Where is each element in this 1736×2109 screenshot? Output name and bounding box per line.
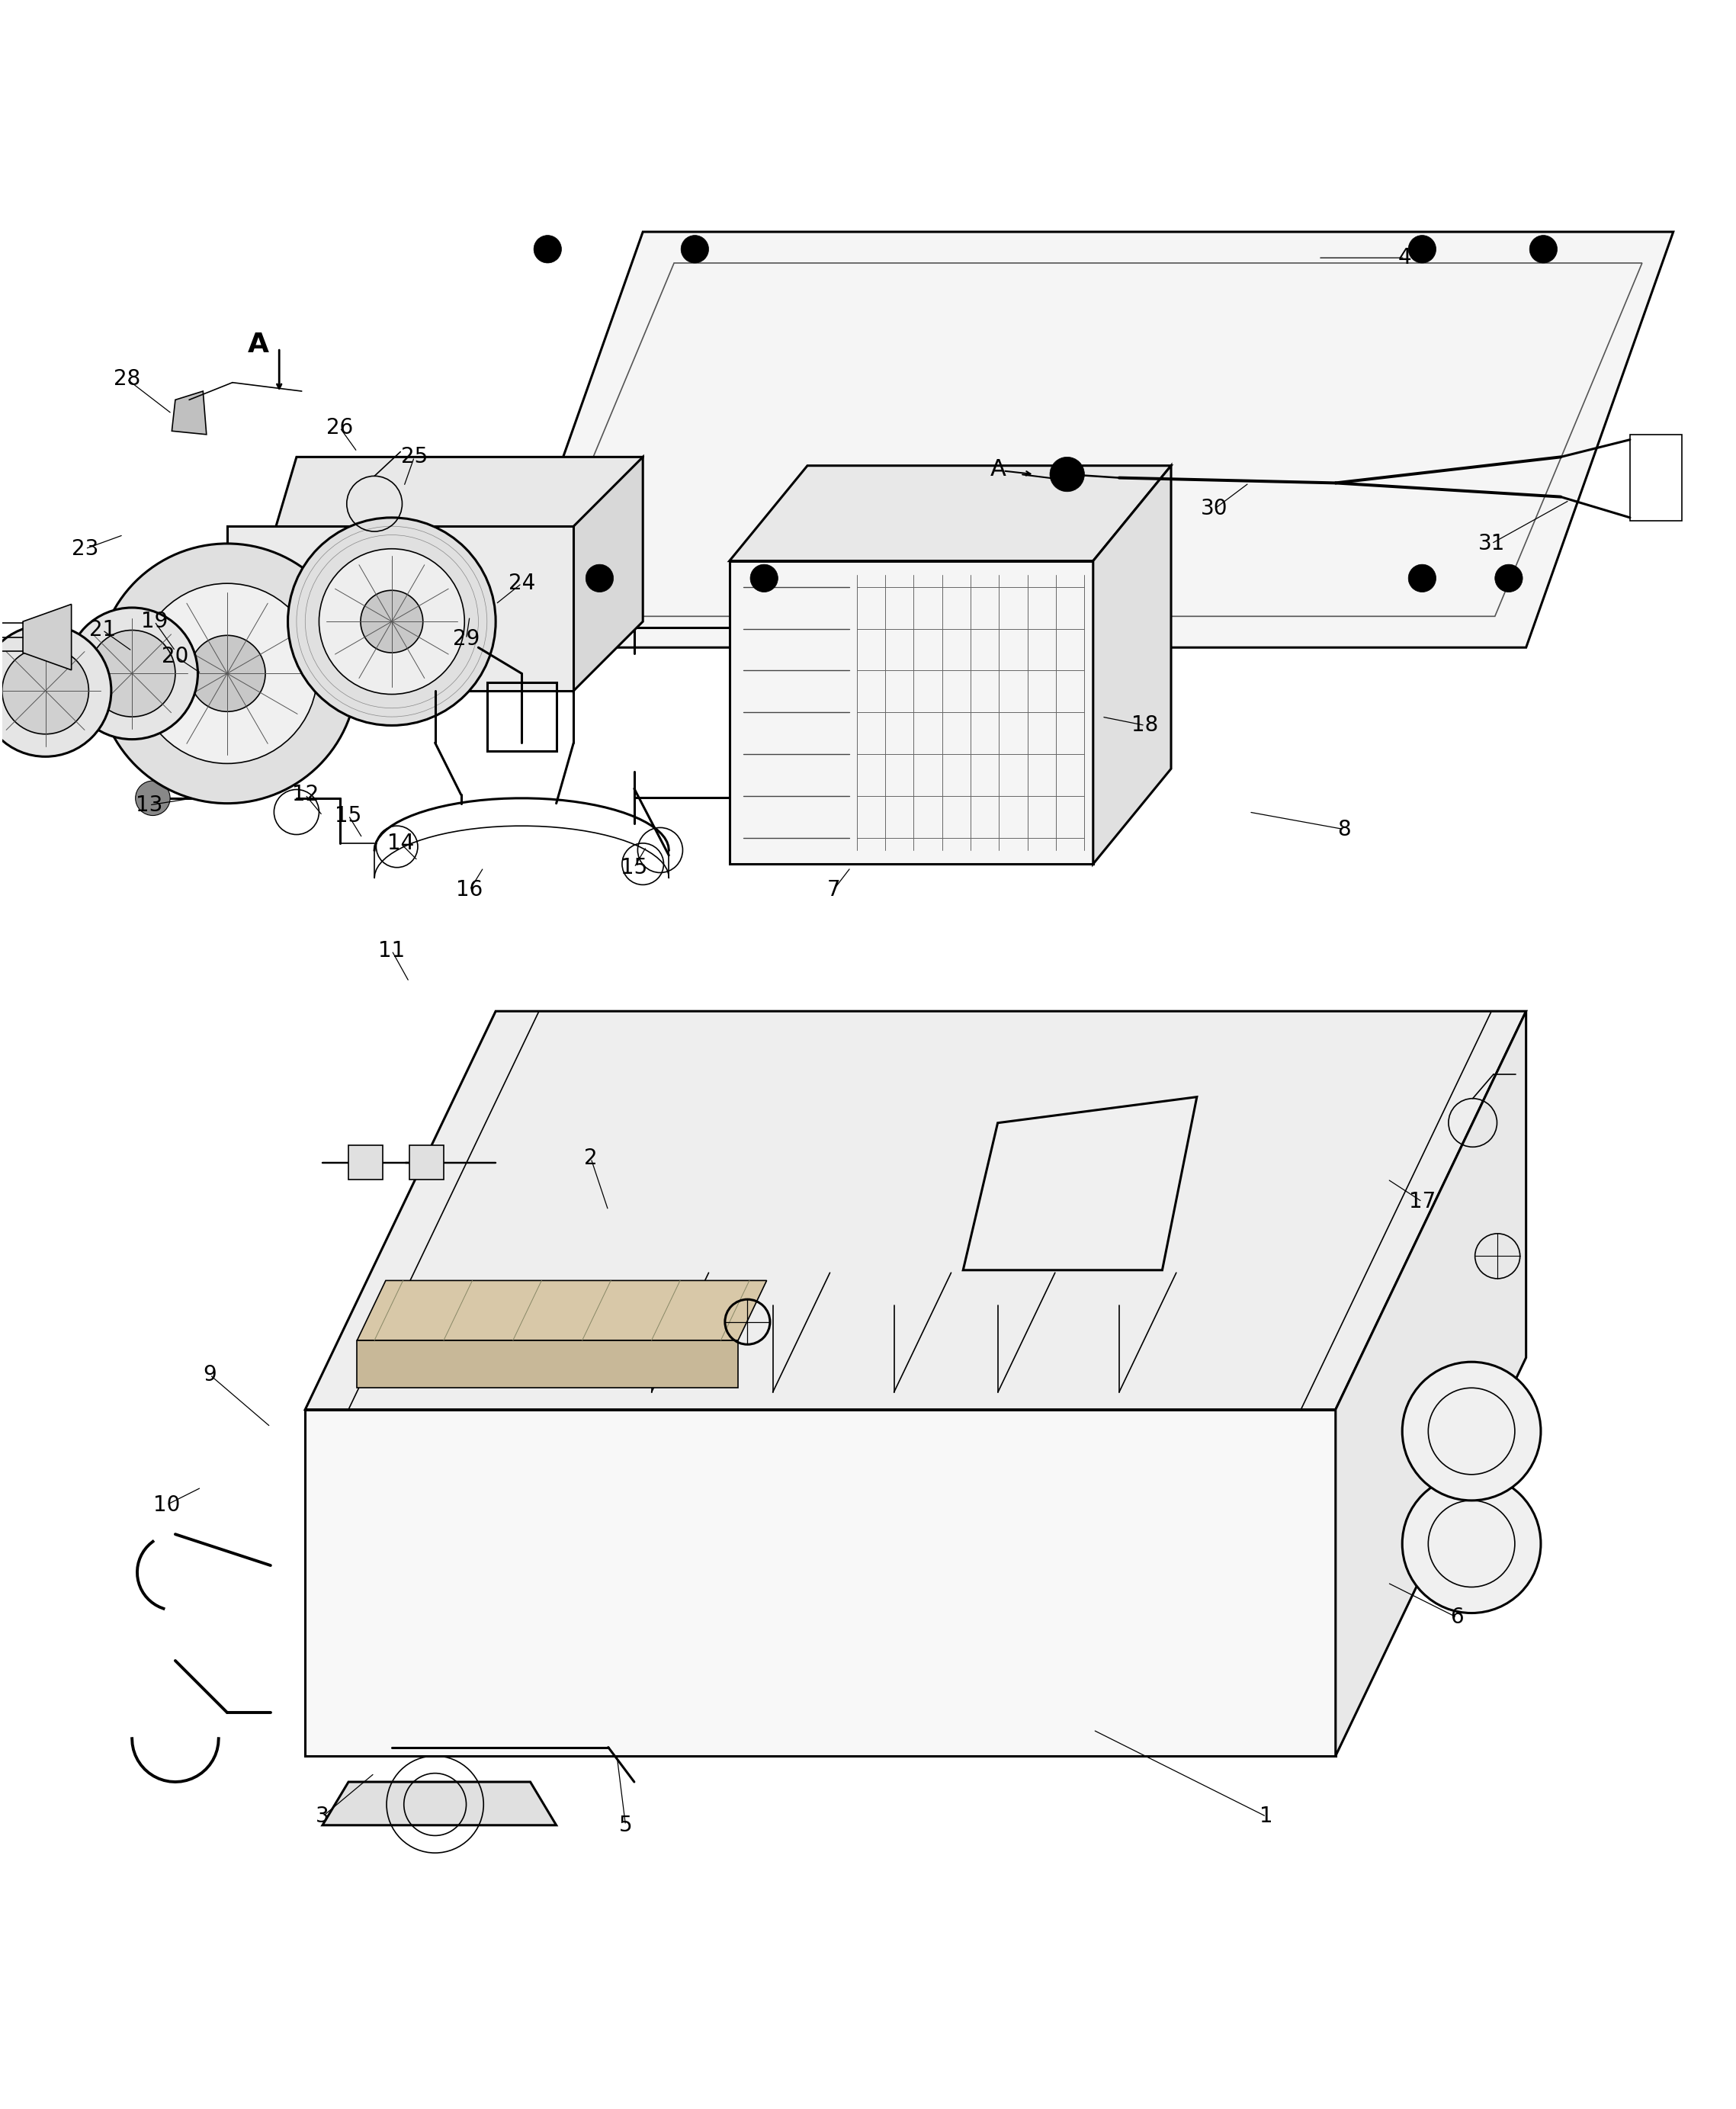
Text: 11: 11: [378, 941, 404, 962]
Text: A: A: [990, 458, 1005, 481]
Text: 23: 23: [71, 538, 99, 559]
Text: 24: 24: [509, 574, 535, 595]
Circle shape: [135, 780, 170, 816]
Text: 3: 3: [316, 1805, 330, 1826]
Polygon shape: [23, 603, 71, 671]
Circle shape: [2, 647, 89, 734]
Text: 12: 12: [292, 785, 319, 806]
Text: 31: 31: [1477, 534, 1505, 555]
Text: 15: 15: [335, 806, 361, 827]
Bar: [488, 681, 556, 751]
Text: 6: 6: [1450, 1607, 1463, 1628]
Circle shape: [319, 548, 465, 694]
Polygon shape: [306, 1409, 1335, 1757]
Text: 7: 7: [826, 879, 840, 901]
Polygon shape: [729, 561, 1094, 865]
Text: 29: 29: [453, 628, 479, 650]
Polygon shape: [358, 1339, 738, 1388]
Text: 17: 17: [1408, 1192, 1436, 1213]
Circle shape: [1529, 236, 1557, 264]
Circle shape: [1050, 458, 1085, 491]
Circle shape: [1495, 565, 1522, 593]
Text: 25: 25: [401, 447, 427, 468]
Circle shape: [89, 631, 175, 717]
Circle shape: [288, 517, 496, 725]
Circle shape: [189, 635, 266, 711]
Text: 9: 9: [203, 1365, 217, 1386]
Text: 4: 4: [1397, 247, 1411, 268]
Circle shape: [97, 544, 358, 804]
Text: 28: 28: [113, 369, 141, 390]
Polygon shape: [1335, 1010, 1526, 1757]
Text: 21: 21: [89, 620, 116, 641]
Circle shape: [137, 584, 318, 763]
Circle shape: [533, 236, 561, 264]
Text: 20: 20: [161, 645, 189, 666]
Bar: [410, 1145, 444, 1179]
Polygon shape: [1094, 466, 1172, 865]
Text: 1: 1: [1260, 1805, 1272, 1826]
Polygon shape: [227, 458, 642, 692]
Text: 16: 16: [457, 879, 483, 901]
Polygon shape: [496, 232, 1674, 647]
Text: 19: 19: [141, 612, 168, 633]
Polygon shape: [323, 1782, 556, 1824]
Polygon shape: [306, 1010, 1526, 1409]
Polygon shape: [358, 1280, 767, 1339]
Bar: [227, 527, 573, 692]
Polygon shape: [963, 1097, 1196, 1270]
Polygon shape: [172, 390, 207, 434]
Text: 26: 26: [326, 418, 352, 439]
Text: 10: 10: [153, 1493, 181, 1516]
Circle shape: [1403, 1362, 1542, 1499]
Text: A: A: [248, 331, 269, 356]
Text: 15: 15: [621, 856, 648, 877]
Circle shape: [681, 236, 708, 264]
Text: 13: 13: [135, 795, 163, 816]
Circle shape: [0, 624, 111, 757]
Text: 2: 2: [585, 1147, 597, 1168]
Bar: [349, 1145, 384, 1179]
Circle shape: [1408, 236, 1436, 264]
Circle shape: [1408, 565, 1436, 593]
Text: 8: 8: [1337, 818, 1351, 839]
Polygon shape: [573, 458, 642, 692]
Circle shape: [585, 565, 613, 593]
Text: 30: 30: [1201, 498, 1227, 519]
Circle shape: [750, 565, 778, 593]
Circle shape: [66, 607, 198, 740]
Circle shape: [361, 591, 424, 652]
Polygon shape: [729, 466, 1172, 561]
Circle shape: [1403, 1474, 1542, 1613]
Text: 14: 14: [387, 833, 413, 854]
Text: 5: 5: [618, 1814, 632, 1835]
Text: 18: 18: [1132, 715, 1158, 736]
